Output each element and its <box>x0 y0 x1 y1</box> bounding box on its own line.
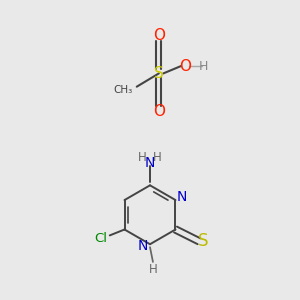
Text: CH₃: CH₃ <box>113 85 132 94</box>
Text: O: O <box>153 28 165 43</box>
Text: Cl: Cl <box>94 232 107 245</box>
Text: N: N <box>145 156 155 170</box>
Text: H: H <box>153 151 162 164</box>
Text: O: O <box>153 104 165 119</box>
Text: H: H <box>198 60 208 73</box>
Text: S: S <box>154 66 164 81</box>
Text: H: H <box>138 151 147 164</box>
Text: H: H <box>148 263 157 276</box>
Text: S: S <box>198 232 209 250</box>
Text: O: O <box>179 58 191 74</box>
Text: N: N <box>137 239 148 253</box>
Text: N: N <box>176 190 187 204</box>
